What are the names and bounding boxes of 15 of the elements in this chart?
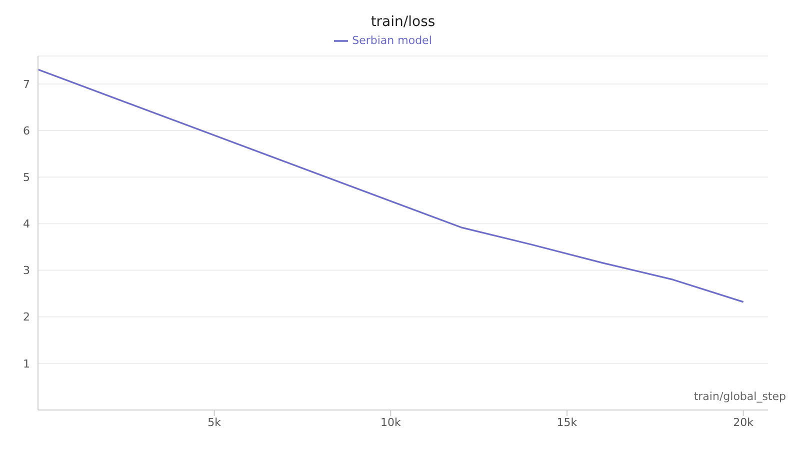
y-tick-label: 5 <box>23 171 30 184</box>
y-tick-label: 3 <box>23 264 30 278</box>
y-tick-label: 1 <box>23 357 30 370</box>
x-tick-label: 5k <box>208 416 222 429</box>
y-tick-label: 2 <box>23 310 30 324</box>
y-tick-label: 4 <box>23 218 30 231</box>
y-tick-label: 6 <box>23 124 30 138</box>
y-tick-label: 7 <box>23 78 30 91</box>
x-axis-title: train/global_step <box>694 390 786 403</box>
chart-title: train/loss <box>370 13 436 30</box>
legend-label: Serbian model <box>352 34 432 48</box>
x-tick-label: 10k <box>380 416 402 429</box>
line-series <box>38 68 744 303</box>
x-tick-label: 20k <box>733 416 754 429</box>
x-tick-label: 15k <box>556 416 578 429</box>
